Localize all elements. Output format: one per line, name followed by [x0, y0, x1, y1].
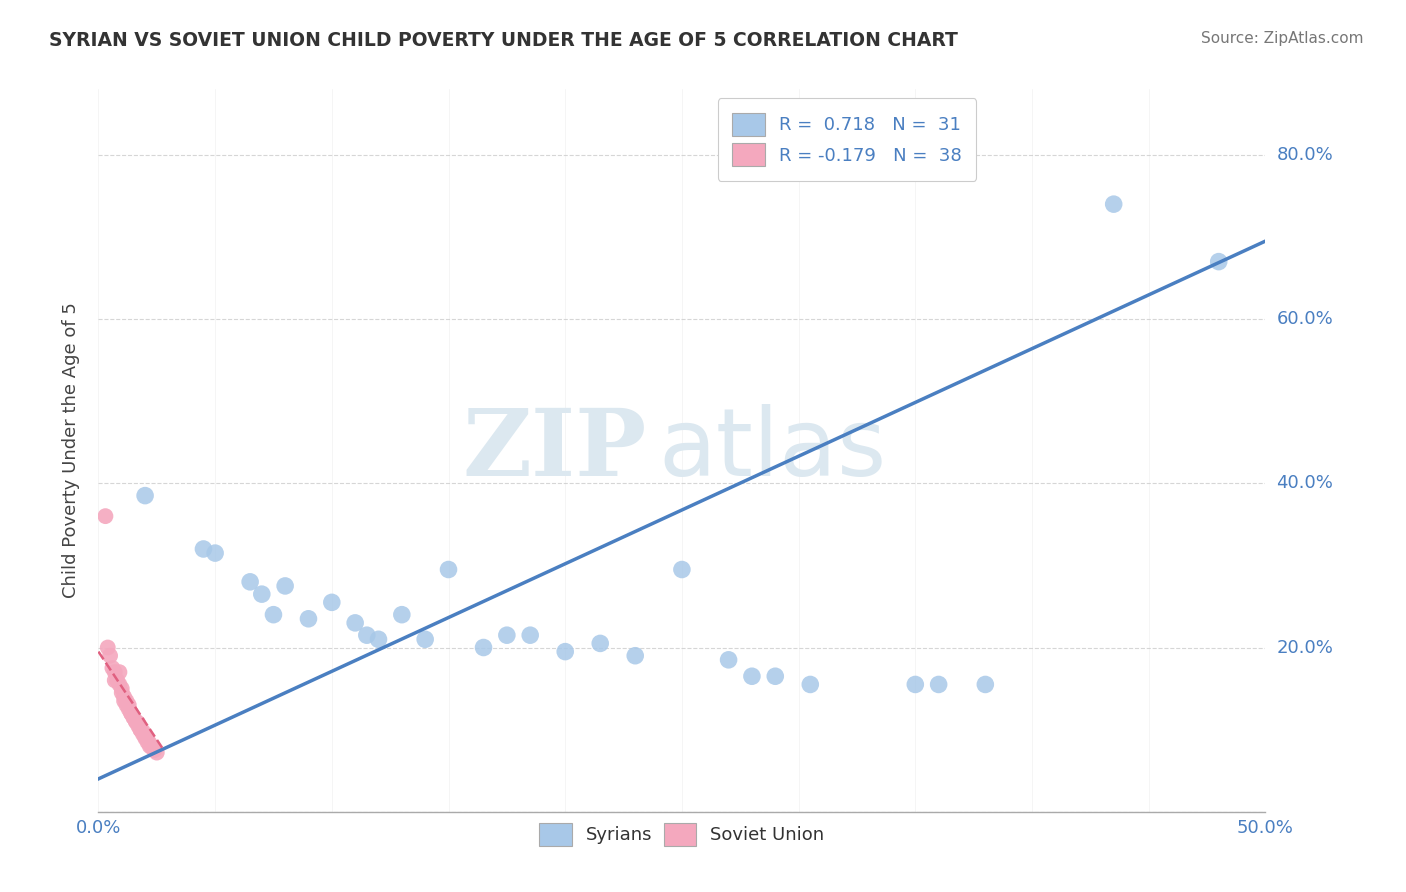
- Point: [122, 710, 145, 724]
- Point: [141, 740, 163, 755]
- Point: [239, 574, 262, 589]
- Point: [125, 714, 148, 729]
- Point: [94, 509, 117, 524]
- Y-axis label: Child Poverty Under the Age of 5: Child Poverty Under the Age of 5: [62, 302, 80, 599]
- Text: atlas: atlas: [658, 404, 887, 497]
- Point: [1208, 254, 1230, 268]
- Point: [741, 669, 763, 683]
- Point: [112, 690, 135, 704]
- Point: [139, 739, 162, 753]
- Point: [974, 677, 997, 691]
- Point: [132, 727, 155, 741]
- Text: 60.0%: 60.0%: [1277, 310, 1333, 328]
- Point: [127, 716, 149, 731]
- Text: 80.0%: 80.0%: [1277, 146, 1333, 164]
- Point: [118, 698, 141, 712]
- Point: [1102, 197, 1125, 211]
- Point: [391, 607, 413, 622]
- Point: [519, 628, 541, 642]
- Point: [120, 706, 142, 721]
- Point: [111, 686, 134, 700]
- Point: [108, 677, 131, 691]
- Point: [105, 673, 128, 688]
- Point: [193, 541, 215, 556]
- Point: [250, 587, 273, 601]
- Point: [356, 628, 378, 642]
- Point: [136, 735, 159, 749]
- Point: [101, 661, 124, 675]
- Point: [104, 665, 127, 680]
- Point: [112, 694, 135, 708]
- Point: [624, 648, 647, 663]
- Point: [143, 743, 166, 757]
- Text: 40.0%: 40.0%: [1277, 475, 1333, 492]
- Point: [104, 673, 127, 688]
- Point: [589, 636, 612, 650]
- Point: [904, 677, 927, 691]
- Point: [132, 724, 155, 739]
- Point: [367, 632, 389, 647]
- Point: [472, 640, 495, 655]
- Point: [763, 669, 786, 683]
- Point: [799, 677, 821, 691]
- Text: Source: ZipAtlas.com: Source: ZipAtlas.com: [1201, 31, 1364, 46]
- Point: [344, 615, 367, 630]
- Point: [122, 710, 145, 724]
- Point: [274, 579, 297, 593]
- Point: [413, 632, 436, 647]
- Point: [297, 612, 319, 626]
- Point: [97, 640, 120, 655]
- Point: [111, 681, 134, 696]
- Point: [115, 698, 138, 712]
- Point: [136, 732, 159, 747]
- Point: [262, 607, 284, 622]
- Point: [321, 595, 343, 609]
- Point: [115, 694, 138, 708]
- Point: [125, 714, 148, 729]
- Point: [127, 718, 149, 732]
- Text: ZIP: ZIP: [463, 406, 647, 495]
- Point: [118, 702, 141, 716]
- Point: [204, 546, 226, 560]
- Point: [139, 737, 162, 751]
- Point: [717, 653, 740, 667]
- Point: [129, 723, 152, 737]
- Point: [134, 489, 156, 503]
- Point: [554, 645, 576, 659]
- Text: 20.0%: 20.0%: [1277, 639, 1333, 657]
- Point: [134, 729, 156, 743]
- Point: [928, 677, 950, 691]
- Legend: Syrians, Soviet Union: Syrians, Soviet Union: [531, 815, 832, 854]
- Point: [134, 731, 156, 745]
- Point: [671, 562, 693, 576]
- Point: [120, 706, 142, 721]
- Point: [129, 723, 152, 737]
- Point: [108, 665, 131, 680]
- Point: [496, 628, 519, 642]
- Point: [437, 562, 460, 576]
- Point: [146, 746, 169, 760]
- Text: SYRIAN VS SOVIET UNION CHILD POVERTY UNDER THE AGE OF 5 CORRELATION CHART: SYRIAN VS SOVIET UNION CHILD POVERTY UND…: [49, 31, 957, 50]
- Point: [98, 648, 121, 663]
